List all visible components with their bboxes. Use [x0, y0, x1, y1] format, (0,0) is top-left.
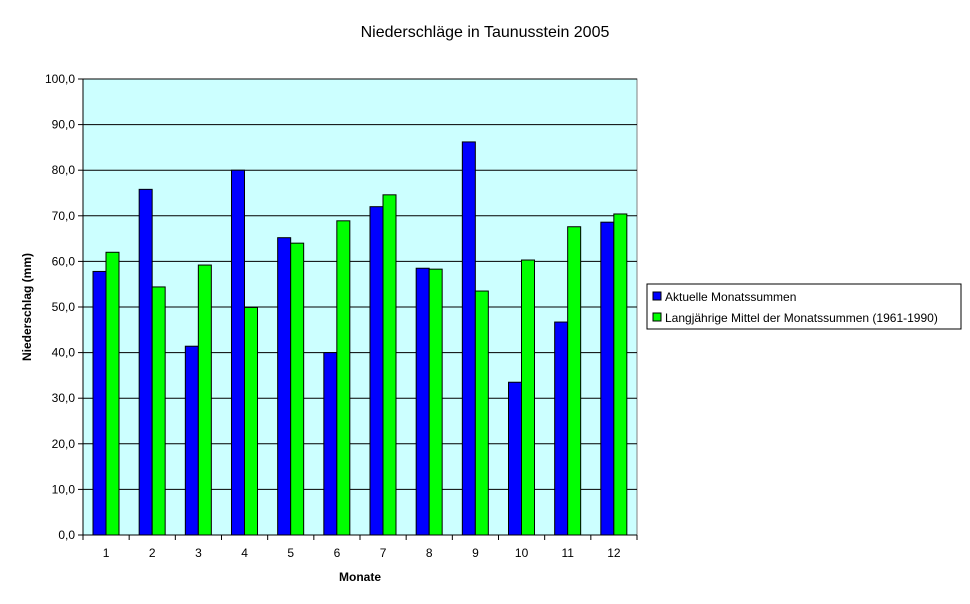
bar-mittel-9	[474, 290, 489, 536]
bar-aktuell-10	[508, 381, 522, 536]
x-tick-label: 6	[334, 546, 341, 560]
x-tick-label: 10	[515, 546, 529, 560]
y-axis-title: Niederschlag (mm)	[20, 253, 34, 361]
legend-label-mittel: Langjährige Mittel der Monatssummen (196…	[665, 311, 938, 325]
x-axis-title: Monate	[339, 570, 381, 584]
x-tick-label: 2	[149, 546, 156, 560]
x-tick-label: 9	[472, 546, 479, 560]
y-tick-label: 50,0	[52, 300, 76, 314]
bar-mittel-12	[613, 213, 628, 536]
bar-aktuell-12	[600, 221, 615, 536]
x-tick-label: 11	[562, 546, 575, 560]
x-tick-label: 5	[287, 546, 294, 560]
legend-swatch-mittel	[652, 312, 662, 322]
y-tick-label: 90,0	[52, 118, 76, 132]
y-tick-label: 30,0	[52, 391, 76, 405]
x-tick-label: 12	[607, 546, 621, 560]
bar-mittel-1	[105, 251, 120, 536]
bar-aktuell-2	[138, 188, 153, 536]
bar-aktuell-9	[461, 141, 476, 536]
legend-label-aktuelle: Aktuelle Monatssummen	[665, 290, 796, 304]
bar-mittel-6	[336, 220, 351, 536]
bar-mittel-4	[244, 306, 258, 536]
bar-aktuell-3	[184, 345, 199, 536]
axes	[78, 78, 638, 540]
bar-aktuell-1	[92, 270, 107, 536]
bar-mittel-5	[290, 242, 305, 536]
bar-aktuell-7	[369, 206, 384, 536]
y-tick-label: 10,0	[52, 482, 76, 496]
y-tick-label: 100,0	[45, 72, 75, 86]
bar-mittel-8	[428, 268, 443, 536]
x-tick-label: 7	[380, 546, 387, 560]
y-tick-label: 70,0	[52, 209, 76, 223]
x-tick-labels: 1 2 3 4 5 6 7 8 9 10 11 12	[103, 546, 621, 560]
chart-title: Niederschläge in Taunusstein 2005	[361, 24, 610, 41]
legend: Aktuelle Monatssummen Langjährige Mittel…	[646, 283, 962, 330]
bar-aktuell-8	[415, 267, 430, 536]
bar-mittel-11	[567, 226, 582, 536]
x-tick-label: 8	[426, 546, 433, 560]
y-tick-label: 60,0	[52, 254, 76, 268]
x-tick-label: 1	[103, 546, 110, 560]
y-tick-label: 0,0	[58, 528, 75, 542]
gridlines	[83, 78, 637, 490]
bar-aktuell-5	[277, 237, 292, 536]
bar-mittel-3	[197, 264, 212, 536]
bar-aktuell-4	[231, 169, 245, 536]
x-tick-label: 4	[241, 546, 248, 560]
bar-mittel-10	[521, 259, 535, 536]
legend-swatch-aktuelle	[652, 291, 662, 301]
bar-aktuell-11	[554, 321, 569, 536]
bar-aktuell-6	[323, 352, 338, 536]
legend-box	[646, 283, 962, 330]
y-tick-labels: 0,0 10,0 20,0 30,0 40,0 50,0 60,0 70,0 80,0 90,0 1…	[45, 72, 75, 542]
y-tick-label: 40,0	[52, 346, 76, 360]
bar-mittel-2	[151, 286, 166, 536]
bar-mittel-7	[382, 194, 397, 536]
bars	[92, 141, 628, 536]
x-tick-label: 3	[195, 546, 202, 560]
y-tick-label: 80,0	[52, 163, 76, 177]
y-tick-label: 20,0	[52, 437, 76, 451]
plot-area: 0,0 10,0 20,0 30,0 40,0 50,0 60,0 70,0 80,0 90,0 1…	[45, 72, 638, 560]
